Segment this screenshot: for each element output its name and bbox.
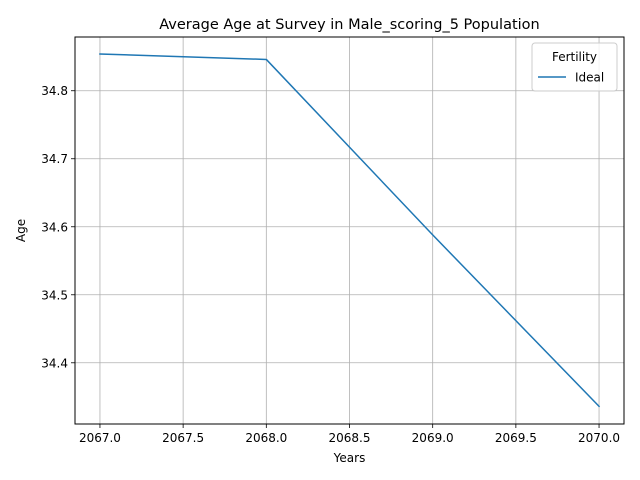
series-line — [99, 53, 601, 408]
y-axis-label: Age — [14, 219, 28, 242]
x-tick-label: 2068.5 — [329, 431, 371, 445]
y-tick-label: 34.7 — [41, 152, 68, 166]
legend-box — [531, 42, 618, 92]
x-axis-ticks: 2067.0 2067.5 2068.0 2068.5 2069.0 2069.5 2070… — [79, 424, 620, 445]
x-tick-label: 2069.0 — [412, 431, 454, 445]
x-tick-label: 2070.0 — [578, 431, 620, 445]
legend: Fertility Ideal — [531, 42, 618, 92]
legend-title: Fertility — [552, 50, 597, 64]
legend-entry-label: Ideal — [575, 71, 604, 85]
x-tick-label: 2067.5 — [162, 431, 204, 445]
series-layer — [99, 53, 601, 408]
x-tick-label: 2067.0 — [79, 431, 121, 445]
y-tick-label: 34.5 — [41, 288, 68, 302]
chart-title: Average Age at Survey in Male_scoring_5 … — [159, 17, 540, 33]
y-tick-label: 34.4 — [41, 356, 68, 370]
y-tick-label: 34.8 — [41, 84, 68, 98]
x-tick-label: 2069.5 — [495, 431, 537, 445]
grid — [75, 37, 624, 424]
y-axis-ticks: 34.4 34.5 34.6 34.7 34.8 — [41, 84, 75, 370]
x-tick-label: 2068.0 — [245, 431, 287, 445]
legend-entries: Ideal — [538, 71, 604, 85]
x-axis-label: Years — [333, 451, 366, 465]
y-tick-label: 34.6 — [41, 220, 68, 234]
